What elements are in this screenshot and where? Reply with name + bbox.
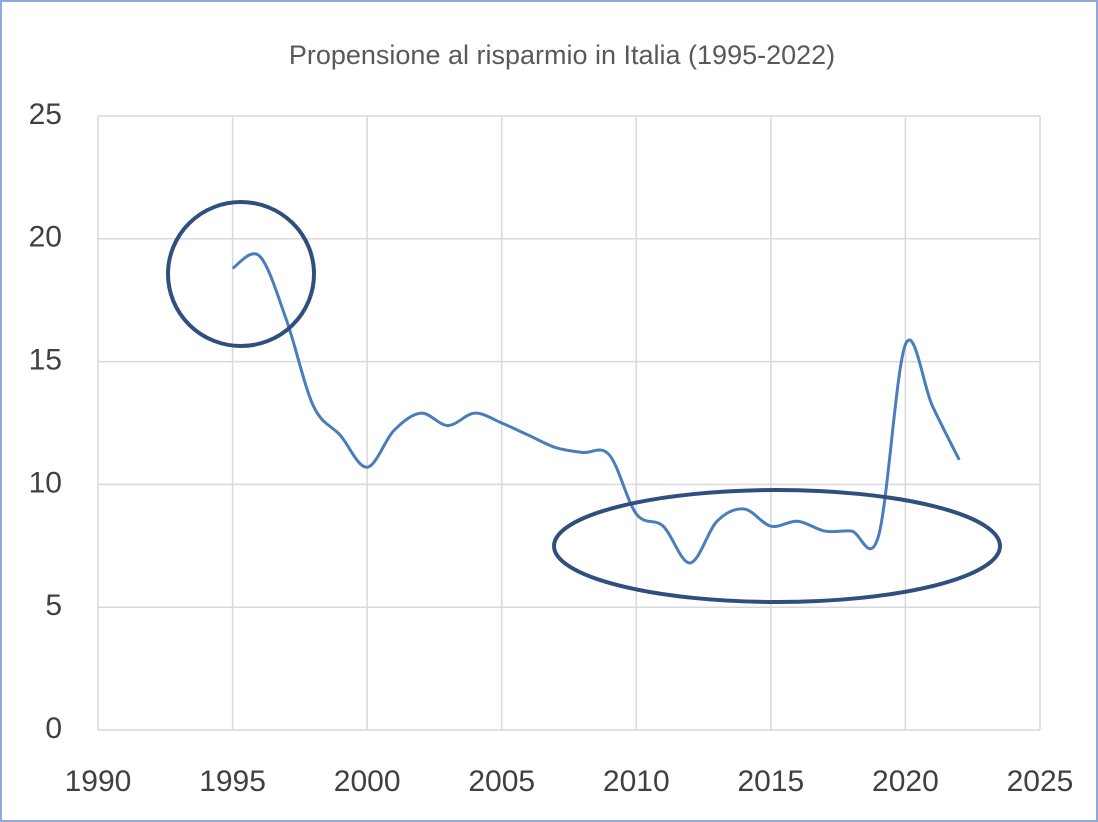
y-tick-label: 5: [45, 589, 62, 622]
annotation-circle: [166, 200, 316, 348]
x-tick-label: 1990: [65, 765, 132, 798]
x-tick-label: 2015: [737, 765, 804, 798]
x-tick-label: 1995: [199, 765, 266, 798]
y-tick-label: 15: [29, 344, 62, 377]
x-tick-label: 2005: [468, 765, 535, 798]
chart-title: Propensione al risparmio in Italia (1995…: [289, 40, 835, 70]
x-tick-label: 2025: [1007, 765, 1074, 798]
y-tick-label: 0: [45, 712, 62, 745]
line-series: [231, 252, 961, 565]
y-tick-label: 25: [29, 98, 62, 131]
annotation-ellipse: [552, 488, 1002, 604]
x-tick-label: 2020: [872, 765, 939, 798]
x-tick-label: 2000: [334, 765, 401, 798]
y-tick-label: 20: [29, 221, 62, 254]
x-tick-label: 2010: [603, 765, 670, 798]
y-tick-label: 10: [29, 466, 62, 499]
